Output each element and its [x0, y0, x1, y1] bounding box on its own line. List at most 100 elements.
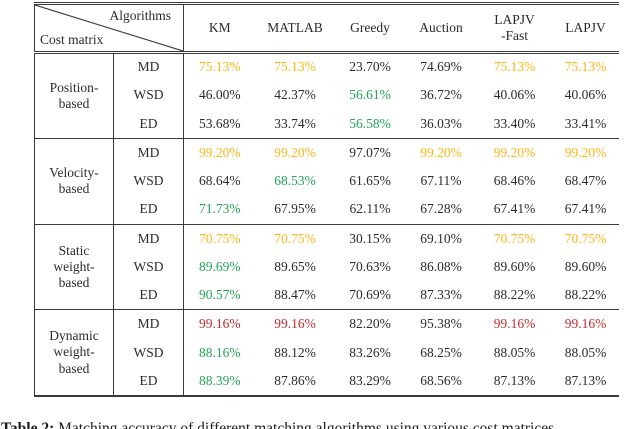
metric-label: WSD	[113, 338, 184, 368]
value-cell: 68.46%	[493, 173, 536, 189]
value-cell: 70.75%	[255, 223, 335, 253]
value-cell: 67.41%	[564, 201, 607, 217]
value-cell: 69.10%	[405, 223, 477, 253]
value-cell: 71.73%	[198, 201, 241, 217]
value-cell: 74.69%	[420, 59, 462, 75]
column-header-lapjv: LAPJV	[552, 2, 619, 54]
table-row: Position- based MD 75.13% 75.13% 23.70% …	[34, 52, 619, 139]
value-cell: 95.38%	[405, 309, 477, 339]
value-cell: 99.20%	[183, 137, 256, 167]
metric-label: ED	[113, 109, 184, 139]
value-cell: 70.69%	[349, 287, 391, 303]
value-cell: 99.16%	[183, 309, 256, 339]
caption-text: Matching accuracy of different matching …	[54, 420, 555, 429]
header-algorithms-label: Algorithms	[109, 8, 171, 23]
table-row: WSD 89.69% 89.65% 70.63% 86.08% 89.60% 8…	[35, 252, 619, 282]
column-header-km: KM	[183, 2, 256, 54]
value-cell: 87.33%	[420, 287, 462, 303]
value-cell: 70.75%	[552, 223, 619, 253]
value-cell: 99.16%	[476, 309, 553, 339]
table-row: ED 88.39% 87.86% 83.29% 68.56% 87.13% 87…	[35, 367, 619, 397]
table-row: Velocity- based MD 99.20% 99.20% 97.07% …	[34, 137, 619, 225]
table-header: Algorithms Cost matrix KM MATLAB Greedy …	[34, 2, 619, 54]
table-row: ED 53.68% 33.74% 56.58% 36.03% 33.40% 33…	[35, 109, 619, 139]
column-header-greedy: Greedy	[334, 2, 406, 54]
metric-label: ED	[113, 281, 184, 310]
value-cell: 33.41%	[564, 115, 607, 131]
value-cell: 23.70%	[349, 59, 391, 75]
row-group-dynamic-weight-based: Dynamic weight- based	[34, 309, 114, 397]
row-group-position-based: Position- based	[34, 52, 114, 139]
value-cell: 46.00%	[198, 87, 241, 103]
value-cell: 89.60%	[564, 258, 607, 274]
value-cell: 99.20%	[552, 137, 619, 167]
value-cell: 53.68%	[198, 115, 241, 131]
table-row: WSD 68.64% 68.53% 61.65% 67.11% 68.46% 6…	[35, 166, 619, 196]
metric-label: MD	[113, 137, 184, 167]
value-cell: 88.47%	[274, 287, 316, 303]
row-group-static-weight-based: Static weight- based	[34, 223, 114, 310]
header-cost-matrix-label: Cost matrix	[40, 31, 104, 47]
value-cell: 40.06%	[564, 87, 607, 103]
metric-label: MD	[113, 223, 184, 253]
value-cell: 68.64%	[198, 173, 241, 189]
value-cell: 90.57%	[198, 287, 241, 303]
accuracy-table: Algorithms Cost matrix KM MATLAB Greedy …	[34, 2, 619, 397]
value-cell: 88.16%	[198, 344, 241, 360]
value-cell: 97.07%	[334, 137, 406, 167]
column-header-matlab: MATLAB	[255, 2, 335, 54]
value-cell: 89.65%	[274, 258, 316, 274]
value-cell: 56.61%	[349, 87, 391, 103]
value-cell: 88.05%	[493, 344, 536, 360]
value-cell: 56.58%	[349, 115, 391, 131]
value-cell: 67.11%	[420, 173, 462, 189]
value-cell: 88.39%	[183, 367, 256, 397]
value-cell: 87.13%	[476, 367, 553, 397]
value-cell: 36.03%	[420, 115, 462, 131]
value-cell: 33.74%	[274, 115, 316, 131]
table-caption-clipped: Table 2: Matching accuracy of different …	[1, 420, 639, 429]
value-cell: 99.16%	[255, 309, 335, 339]
value-cell: 87.86%	[255, 367, 335, 397]
value-cell: 68.47%	[564, 173, 607, 189]
table-row: Dynamic weight- based MD 99.16% 99.16% 8…	[34, 309, 619, 397]
value-cell: 36.72%	[420, 87, 462, 103]
value-cell: 30.15%	[334, 223, 406, 253]
value-cell: 99.20%	[255, 137, 335, 167]
value-cell: 99.20%	[476, 137, 553, 167]
value-cell: 83.26%	[349, 344, 391, 360]
value-cell: 40.06%	[493, 87, 536, 103]
diagonal-header-cell: Algorithms Cost matrix	[34, 2, 184, 54]
row-group-velocity-based: Velocity- based	[34, 137, 114, 225]
metric-label: ED	[113, 367, 184, 397]
value-cell: 62.11%	[349, 201, 391, 217]
value-cell: 75.13%	[564, 59, 607, 75]
value-cell: 68.25%	[420, 344, 462, 360]
value-cell: 86.08%	[420, 258, 462, 274]
table-row: ED 71.73% 67.95% 62.11% 67.28% 67.41% 67…	[35, 195, 619, 225]
value-cell: 89.60%	[493, 258, 536, 274]
table-row: WSD 88.16% 88.12% 83.26% 68.25% 88.05% 8…	[35, 338, 619, 368]
value-cell: 88.05%	[564, 344, 607, 360]
value-cell: 67.41%	[493, 201, 536, 217]
value-cell: 99.20%	[405, 137, 477, 167]
value-cell: 88.22%	[564, 287, 607, 303]
diagonal-divider	[35, 5, 183, 51]
value-cell: 70.63%	[349, 258, 391, 274]
metric-label: MD	[113, 309, 184, 339]
table-body: Position- based MD 75.13% 75.13% 23.70% …	[34, 52, 619, 397]
value-cell: 82.20%	[334, 309, 406, 339]
value-cell: 70.75%	[476, 223, 553, 253]
value-cell: 70.75%	[183, 223, 256, 253]
value-cell: 88.22%	[493, 287, 536, 303]
value-cell: 88.12%	[274, 344, 316, 360]
table-row: Static weight- based MD 70.75% 70.75% 30…	[34, 223, 619, 310]
metric-label: WSD	[113, 81, 184, 110]
metric-label: WSD	[113, 166, 184, 196]
header-row: Algorithms Cost matrix KM MATLAB Greedy …	[34, 2, 619, 54]
value-cell: 87.13%	[552, 367, 619, 397]
table-row: WSD 46.00% 42.37% 56.61% 36.72% 40.06% 4…	[35, 81, 619, 110]
caption-number: Table 2:	[1, 420, 55, 429]
value-cell: 67.95%	[274, 201, 316, 217]
